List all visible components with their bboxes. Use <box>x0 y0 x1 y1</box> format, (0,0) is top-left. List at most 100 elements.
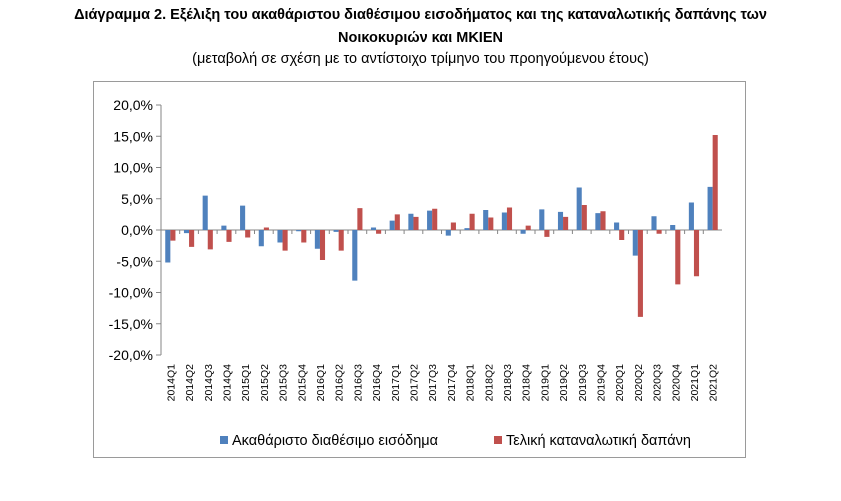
consumption-bar-2015Q2 <box>263 227 269 230</box>
x-tick-label: 2014Q1 <box>165 364 177 402</box>
y-tick-label: 20,0% <box>113 97 153 113</box>
x-tick-label: 2019Q3 <box>577 364 589 402</box>
income-bar-2015Q2 <box>258 230 264 247</box>
income-bar-2015Q1 <box>240 205 246 231</box>
consumption-bar-2019Q3 <box>581 205 587 230</box>
x-tick-label: 2016Q4 <box>371 364 383 402</box>
y-tick-label: -20,0% <box>109 347 153 363</box>
consumption-bar-2016Q4 <box>376 230 382 234</box>
legend-swatch-0 <box>220 436 228 444</box>
consumption-bar-2019Q1 <box>544 230 550 237</box>
consumption-bar-2018Q4 <box>525 225 531 231</box>
consumption-bar-2014Q4 <box>226 230 232 242</box>
income-bar-2014Q1 <box>165 230 171 263</box>
y-tick-label: 5,0% <box>121 191 153 207</box>
legend-label-1: Τελική καταναλωτική δαπάνη <box>506 433 691 449</box>
x-tick-label: 2016Q2 <box>334 364 346 402</box>
consumption-bar-2020Q2 <box>637 230 643 317</box>
income-bar-2017Q2 <box>408 213 414 230</box>
income-bar-2021Q2 <box>707 186 713 231</box>
income-bar-2020Q1 <box>614 222 620 230</box>
income-bar-2016Q4 <box>370 227 377 230</box>
consumption-bar-2018Q1 <box>469 213 475 230</box>
x-tick-label: 2018Q1 <box>465 364 477 402</box>
y-tick-label: 15,0% <box>113 128 153 144</box>
x-tick-label: 2021Q1 <box>689 364 701 402</box>
chart-title: Διάγραμμα 2. Εξέλιξη του ακαθάριστου δια… <box>74 7 767 23</box>
x-tick-label: 2017Q4 <box>446 364 458 402</box>
legend-swatch-1 <box>494 436 502 444</box>
x-tick-label: 2017Q3 <box>427 364 439 402</box>
x-tick-label: 2021Q2 <box>708 364 720 402</box>
legend: Ακαθάριστο διαθέσιμο εισόδημα Τελική κατα… <box>220 433 691 449</box>
income-bar-2014Q2 <box>183 230 190 234</box>
income-bar-2016Q2 <box>333 230 339 232</box>
income-bar-2018Q1 <box>464 228 470 231</box>
x-tick-label: 2014Q2 <box>184 364 196 402</box>
consumption-bar-2015Q4 <box>301 230 307 243</box>
income-bar-2018Q4 <box>520 230 526 234</box>
x-tick-label: 2015Q3 <box>278 364 290 402</box>
chart-title-line2: Νοικοκυριών και ΜΚΙΕΝ <box>338 30 503 46</box>
consumption-bar-2021Q1 <box>693 230 700 277</box>
x-tick-label: 2019Q2 <box>558 364 570 402</box>
x-tick-label: 2016Q3 <box>352 364 364 402</box>
x-tick-label: 2014Q3 <box>203 364 215 402</box>
chart-frame <box>93 81 746 458</box>
consumption-bar-2016Q2 <box>338 230 344 251</box>
consumption-bar-2015Q3 <box>282 230 288 251</box>
axes <box>160 105 722 355</box>
income-bar-2018Q2 <box>483 210 489 230</box>
consumption-bar-2018Q3 <box>506 207 513 230</box>
income-bar-2020Q2 <box>632 230 638 256</box>
income-bar-2016Q3 <box>352 230 358 281</box>
x-tick-label: 2017Q2 <box>408 364 420 402</box>
income-bar-2019Q3 <box>576 187 582 230</box>
y-tick-label: -15,0% <box>109 316 153 332</box>
consumption-bar-2016Q3 <box>357 208 363 231</box>
x-tick-label: 2014Q4 <box>221 364 233 402</box>
bars <box>165 135 718 317</box>
consumption-bar-2021Q2 <box>712 135 718 230</box>
consumption-bar-2014Q3 <box>207 230 213 250</box>
income-bar-2020Q4 <box>670 225 676 230</box>
chart-subtitle: (μεταβολή σε σχέση με το αντίστοιχο τρίμ… <box>192 51 649 67</box>
x-tick-label: 2018Q3 <box>502 364 514 402</box>
legend-label-0: Ακαθάριστο διαθέσιμο εισόδημα <box>232 433 438 449</box>
income-bar-2014Q4 <box>221 225 227 231</box>
x-tick-label: 2019Q4 <box>595 364 607 402</box>
x-tick-label: 2015Q1 <box>240 364 252 402</box>
consumption-bar-2017Q3 <box>432 208 438 230</box>
consumption-bar-2019Q4 <box>600 211 606 230</box>
x-tick-label: 2015Q2 <box>259 364 271 402</box>
consumption-bar-2016Q1 <box>319 230 326 260</box>
income-bar-2019Q2 <box>557 211 564 231</box>
y-tick-label: 10,0% <box>113 160 153 176</box>
consumption-bar-2018Q2 <box>488 217 494 230</box>
income-bar-2016Q1 <box>314 230 320 249</box>
consumption-bar-2017Q4 <box>450 222 456 230</box>
income-bar-2021Q1 <box>688 202 694 230</box>
x-axis-ticks: 2014Q1 2014Q2 2014Q3 2014Q4 2015Q1 2015Q2 2015… <box>165 364 719 402</box>
x-tick-label: 2020Q3 <box>652 364 664 402</box>
y-tick-label: 0,0% <box>121 222 153 238</box>
income-bar-2017Q3 <box>427 210 433 231</box>
consumption-bar-2017Q1 <box>394 214 400 231</box>
consumption-bar-2020Q4 <box>675 230 681 285</box>
consumption-bar-2020Q3 <box>656 230 662 234</box>
income-bar-2019Q4 <box>595 213 601 231</box>
x-tick-label: 2016Q1 <box>315 364 327 402</box>
x-tick-label: 2020Q2 <box>633 364 645 402</box>
x-tick-label: 2015Q4 <box>296 364 308 402</box>
income-bar-2017Q1 <box>389 220 395 231</box>
y-tick-label: -10,0% <box>109 285 153 301</box>
x-tick-label: 2018Q4 <box>521 364 533 402</box>
income-bar-2015Q3 <box>277 230 283 243</box>
income-bar-2015Q4 <box>296 230 302 232</box>
y-tick-label: -5,0% <box>116 253 153 269</box>
income-bar-2014Q3 <box>202 195 208 231</box>
income-bar-2017Q4 <box>445 230 451 236</box>
consumption-bar-2017Q2 <box>413 216 419 231</box>
consumption-bar-2019Q2 <box>563 216 569 231</box>
